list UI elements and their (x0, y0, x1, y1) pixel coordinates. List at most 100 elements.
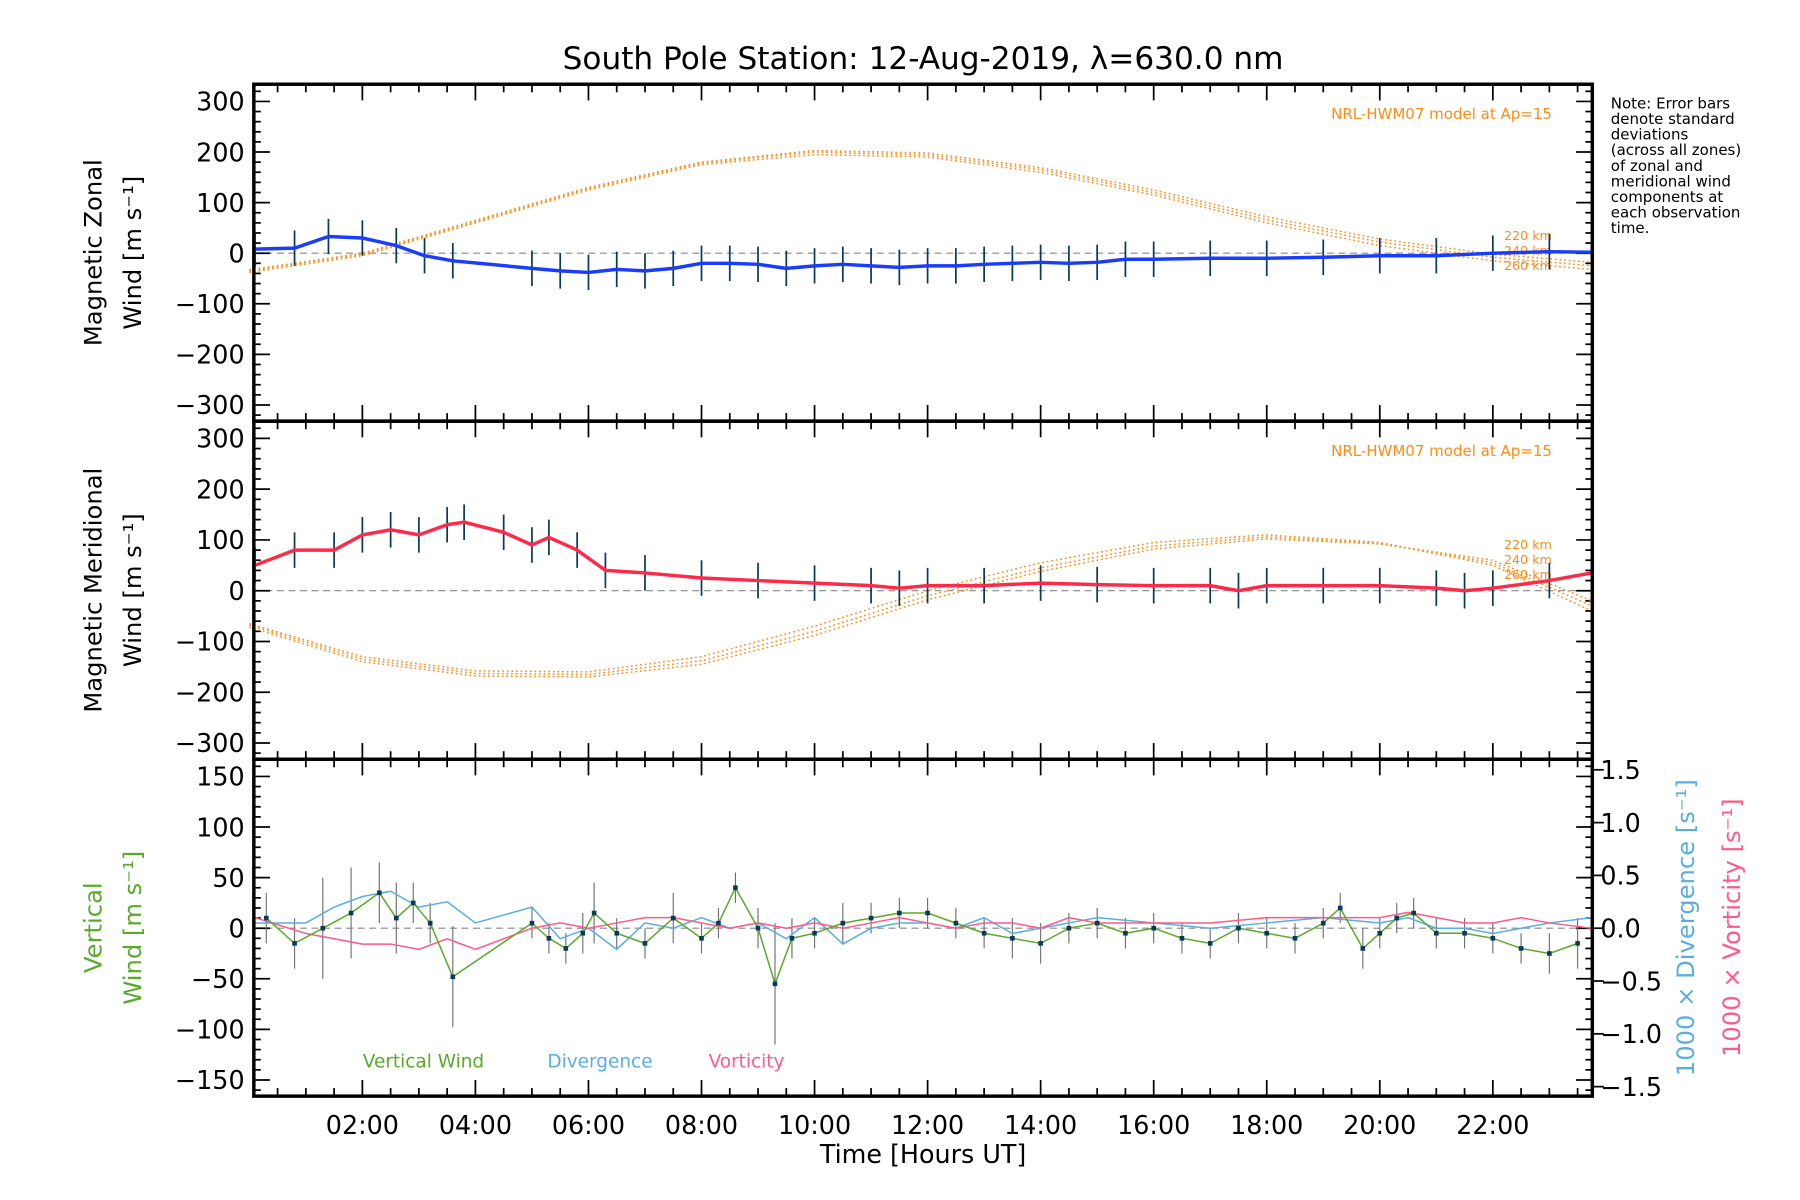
y-tick-label: 100 (196, 525, 244, 555)
y-tick-label: 100 (196, 188, 244, 218)
y-axis-label-line: Magnetic Meridional (80, 468, 108, 713)
x-tick-label: 18:00 (1230, 1110, 1303, 1140)
altitude-label: 220 km (1504, 537, 1552, 552)
vertical-wind-point (1094, 920, 1100, 926)
vertical-wind-point (1038, 941, 1043, 946)
note-line: of zonal and (1611, 157, 1703, 175)
legend-vorticity: Vorticity (709, 1051, 785, 1072)
model-curve-240km (249, 151, 1592, 272)
y-tick-label: 300 (196, 87, 244, 117)
y-axis-label-line: Magnetic Zonal (80, 159, 108, 346)
x-tick-label: 22:00 (1456, 1110, 1529, 1140)
y2-tick-label: 0.5 (1600, 861, 1640, 891)
y-tick-label: −50 (191, 964, 245, 994)
vertical-wind-point (393, 915, 399, 921)
note-line: meridional wind (1611, 172, 1731, 190)
vertical-wind-point (1207, 941, 1213, 946)
y2-tick-label: 1.5 (1600, 755, 1640, 785)
vertical-wind-point (1377, 930, 1383, 936)
vertical-wind-point (868, 915, 874, 921)
divergence-line (254, 890, 1592, 951)
vertical-wind-point (953, 920, 959, 926)
vertical-wind-point (377, 890, 382, 896)
panel-frame (252, 757, 1595, 1098)
y-tick-label: 0 (228, 913, 244, 943)
vertical-wind-point (925, 910, 930, 916)
y-axis-label: Magnetic Meridional Wind [m s⁻¹] (80, 468, 147, 713)
vertical-wind-point (1360, 946, 1366, 951)
vertical-wind-point (1179, 936, 1185, 941)
vertical-wind-point (410, 900, 416, 906)
vertical-wind-point (529, 920, 535, 926)
y-axis-label-line: Wind [m s⁻¹] (119, 851, 147, 1005)
altitude-label: 240 km (1504, 552, 1552, 567)
model-curve-260km (249, 149, 1592, 271)
y-tick-label: −200 (175, 340, 245, 370)
note-line: (across all zones) (1611, 141, 1741, 159)
vertical-wind-point (642, 941, 648, 946)
mean-wind-line (254, 520, 1593, 593)
model-label: NRL-HWM07 model at Ap=15 (1331, 105, 1552, 123)
y-tick-label: 150 (196, 762, 244, 792)
y2-vorticity-label: 1000 × Vorticity [s⁻¹] (1718, 798, 1746, 1057)
chart-title: South Pole Station: 12-Aug-2019, λ=630.0… (563, 41, 1284, 77)
y-tick-label: −200 (175, 677, 245, 707)
vertical-wind-point (1394, 915, 1400, 921)
vertical-wind-point (427, 920, 433, 926)
vertical-wind-point (699, 936, 704, 941)
vertical-wind-point (1320, 920, 1326, 926)
vertical-wind-point (981, 930, 987, 936)
note-line: components at (1611, 188, 1724, 206)
y2-divergence-label: 1000 × Divergence [s⁻¹] (1672, 779, 1700, 1076)
vertical-wind-point (292, 941, 297, 946)
vertical-wind-point (1264, 930, 1270, 936)
y-axis-label: Magnetic Zonal Wind [m s⁻¹] (80, 159, 147, 346)
y-tick-label: −100 (175, 289, 245, 319)
vertical-wind-point (1010, 936, 1015, 941)
y-tick-label: −100 (175, 627, 245, 657)
x-tick-label: 12:00 (891, 1110, 964, 1140)
y-axis-label: Vertical Wind [m s⁻¹] (80, 851, 147, 1005)
vertical-wind-point (1433, 930, 1439, 936)
vertical-wind-point (546, 936, 552, 941)
y2-tick-label: 1.0 (1600, 808, 1640, 838)
x-tick-label: 14:00 (1004, 1110, 1077, 1140)
vertical-wind-point (772, 981, 778, 987)
y-tick-label: −150 (175, 1065, 245, 1095)
note-line: each observation (1611, 204, 1741, 222)
vertical-wind-point (1547, 951, 1552, 956)
vertical-wind-point (1575, 941, 1580, 946)
vertical-wind-point (716, 920, 721, 926)
vertical-wind-point (840, 920, 846, 926)
altitude-label: 220 km (1504, 228, 1552, 243)
x-tick-label: 10:00 (778, 1110, 851, 1140)
vertical-wind-point (789, 936, 795, 941)
vertical-wind-point (450, 974, 456, 980)
vertical-wind-point (320, 925, 326, 931)
y-tick-label: 200 (196, 137, 244, 167)
model-curve-240km (249, 536, 1593, 676)
vertical-wind-point (1123, 930, 1128, 936)
model-curve-220km (249, 534, 1593, 673)
vertical-wind-point (812, 930, 817, 936)
legend-divergence: Divergence (547, 1051, 652, 1072)
note-line: denote standard (1611, 110, 1735, 128)
model-curve-220km (249, 153, 1592, 274)
y-axis-label-line: Wind [m s⁻¹] (119, 176, 147, 330)
y-tick-label: 0 (228, 576, 244, 606)
x-tick-label: 20:00 (1343, 1110, 1416, 1140)
y-tick-label: −100 (175, 1015, 245, 1045)
vertical-wind-point (1490, 936, 1496, 941)
y-tick-label: 300 (196, 424, 244, 454)
vertical-wind-point (1518, 946, 1524, 951)
vorticity-line (254, 911, 1592, 951)
vertical-wind-point (670, 915, 676, 921)
vertical-wind-point (591, 910, 597, 916)
y-tick-label: 200 (196, 474, 244, 504)
vertical-wind-point (1411, 910, 1417, 916)
model-label: NRL-HWM07 model at Ap=15 (1331, 442, 1552, 460)
x-tick-label: 04:00 (439, 1110, 512, 1140)
y-tick-label: 50 (212, 863, 244, 893)
